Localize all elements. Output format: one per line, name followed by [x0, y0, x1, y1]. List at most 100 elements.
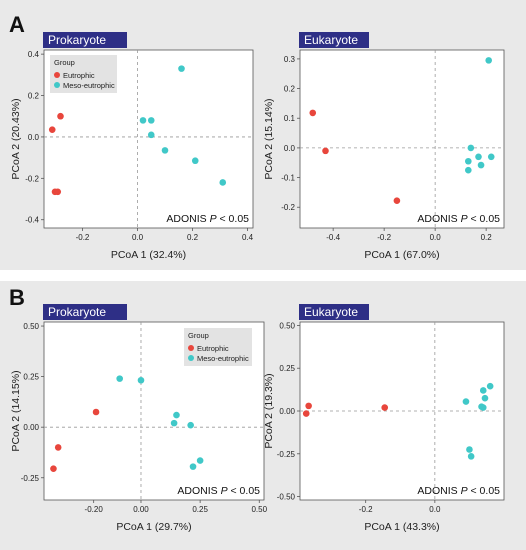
- y-tick-label: 0.1: [284, 114, 296, 123]
- legend-box: [184, 328, 252, 366]
- data-point-meso-eutrophic: [116, 375, 123, 382]
- data-point-meso-eutrophic: [139, 117, 147, 124]
- y-tick-label: -0.4: [25, 216, 39, 225]
- chart-title: Eukaryote: [304, 33, 358, 47]
- data-point-meso-eutrophic: [467, 453, 475, 460]
- legend-label: Meso-eutrophic: [63, 81, 115, 90]
- data-point-eutrophic: [92, 408, 100, 416]
- data-point-eutrophic: [309, 109, 317, 117]
- y-tick-label: 0.00: [279, 407, 295, 416]
- y-tick-label: 0.0: [28, 133, 40, 142]
- data-point-meso-eutrophic: [161, 147, 169, 154]
- data-point-eutrophic: [48, 126, 56, 133]
- legend-swatch: [54, 72, 60, 78]
- x-axis-label: PCoA 1 (43.3%): [364, 521, 439, 533]
- data-point-meso-eutrophic: [487, 153, 495, 161]
- y-tick-label: -0.1: [281, 174, 295, 183]
- data-point-meso-eutrophic: [481, 394, 489, 402]
- data-point-meso-eutrophic: [191, 157, 199, 165]
- data-point-eutrophic: [302, 410, 310, 417]
- legend-swatch: [188, 355, 194, 361]
- x-tick-label: 0.2: [481, 233, 493, 242]
- y-tick-label: 0.25: [23, 373, 39, 382]
- plot-b-prokaryote: -0.20 0.00 0.25 0.50 -0.25 0.00 0.25 0.50 PCoA 1…: [10, 304, 268, 533]
- y-tick-label: -0.25: [21, 474, 40, 483]
- x-tick-label: 0.0: [430, 233, 442, 242]
- adonis-annotation: ADONIS P < 0.05: [177, 485, 260, 497]
- data-point-meso-eutrophic: [478, 403, 485, 411]
- x-tick-label: -0.20: [85, 505, 104, 514]
- data-point-eutrophic: [54, 188, 62, 196]
- x-tick-label: -0.2: [377, 233, 391, 242]
- x-tick-label: 0.4: [242, 233, 254, 242]
- y-axis-label: PCoA 2 (14.15%): [10, 370, 22, 451]
- data-point-meso-eutrophic: [462, 398, 470, 405]
- data-point-eutrophic: [57, 112, 64, 120]
- adonis-annotation: ADONIS P < 0.05: [166, 213, 249, 225]
- data-point-meso-eutrophic: [466, 446, 473, 453]
- chart-title-badge: [299, 32, 369, 48]
- x-tick-label: -0.2: [359, 505, 373, 514]
- legend-box: [50, 55, 117, 93]
- chart-title: Prokaryote: [48, 33, 106, 47]
- data-point-meso-eutrophic: [178, 65, 185, 72]
- adonis-annotation: ADONIS P < 0.05: [417, 213, 500, 225]
- data-point-meso-eutrophic: [219, 179, 227, 186]
- data-point-meso-eutrophic: [187, 421, 194, 429]
- y-axis-label: PCoA 2 (19.3%): [263, 373, 275, 448]
- plot-b-eukaryote: -0.2 0.0 -0.50 -0.25 0.00 0.25 0.50 PCoA 1 (43.…: [263, 304, 505, 533]
- data-point-meso-eutrophic: [485, 57, 493, 64]
- data-point-meso-eutrophic: [465, 166, 472, 174]
- x-tick-label: -0.2: [76, 233, 90, 242]
- legend-title: Group: [188, 331, 209, 340]
- legend-label: Eutrophic: [197, 344, 229, 353]
- x-tick-label: 0.0: [132, 233, 144, 242]
- adonis-annotation: ADONIS P < 0.05: [417, 485, 500, 497]
- legend-title: Group: [54, 58, 75, 67]
- chart-title: Eukaryote: [304, 305, 358, 319]
- y-tick-label: 0.0: [284, 144, 296, 153]
- legend-swatch: [54, 82, 60, 88]
- x-axis-label: PCoA 1 (32.4%): [111, 249, 186, 261]
- y-tick-label: 0.4: [28, 50, 40, 59]
- data-point-eutrophic: [393, 197, 401, 205]
- y-tick-label: -0.2: [25, 174, 39, 183]
- y-axis-label: PCoA 2 (20.43%): [10, 98, 22, 179]
- x-tick-label: 0.0: [429, 505, 441, 514]
- plot-area: [299, 49, 505, 229]
- y-tick-label: 0.25: [279, 364, 295, 373]
- legend-swatch: [188, 345, 194, 351]
- data-point-meso-eutrophic: [147, 117, 155, 124]
- y-tick-label: 0.2: [28, 92, 40, 101]
- y-tick-label: 0.00: [23, 423, 39, 432]
- x-tick-label: 0.50: [251, 505, 267, 514]
- plot-a-prokaryote: -0.2 0.0 0.2 0.4 -0.4 -0.2 0.0 0.2 0.4 PCoA 1 (32…: [10, 32, 254, 261]
- y-tick-label: 0.2: [284, 85, 296, 94]
- data-point-meso-eutrophic: [137, 376, 145, 384]
- data-point-eutrophic: [305, 402, 312, 410]
- legend-label: Eutrophic: [63, 71, 95, 80]
- data-point-meso-eutrophic: [477, 161, 485, 169]
- y-tick-label: -0.50: [277, 493, 296, 502]
- data-point-meso-eutrophic: [147, 131, 155, 139]
- x-axis-label: PCoA 1 (29.7%): [116, 521, 191, 533]
- y-tick-label: -0.2: [281, 203, 295, 212]
- x-axis-label: PCoA 1 (67.0%): [364, 249, 439, 261]
- panel-label-a: A: [9, 12, 25, 37]
- chart-title-badge: [299, 304, 369, 320]
- chart-title: Prokaryote: [48, 305, 106, 319]
- x-tick-label: 0.00: [133, 505, 149, 514]
- data-point-meso-eutrophic: [465, 157, 472, 165]
- data-point-meso-eutrophic: [189, 463, 197, 470]
- chart-title-badge: [43, 304, 127, 320]
- y-tick-label: -0.25: [277, 450, 296, 459]
- data-point-eutrophic: [322, 147, 329, 155]
- data-point-eutrophic: [54, 444, 62, 451]
- y-tick-label: 0.50: [23, 322, 39, 331]
- y-axis-label: PCoA 2 (15.14%): [263, 98, 275, 179]
- data-point-eutrophic: [381, 404, 389, 411]
- x-tick-label: 0.2: [187, 233, 199, 242]
- data-point-meso-eutrophic: [173, 411, 180, 419]
